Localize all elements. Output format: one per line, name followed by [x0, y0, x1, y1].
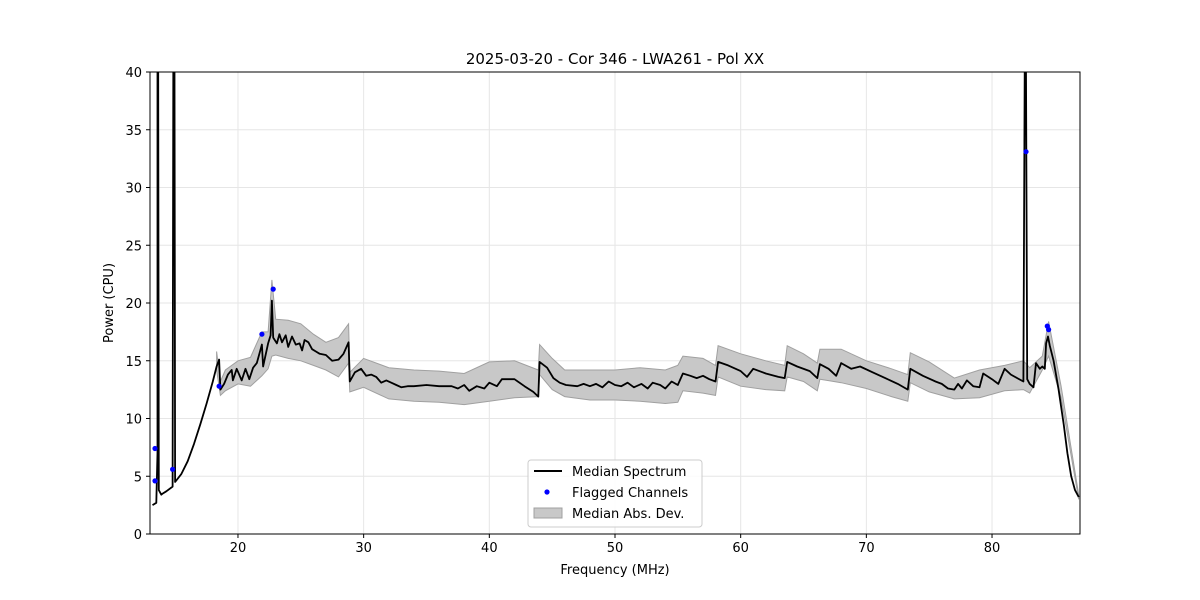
y-tick-label: 25	[125, 239, 142, 254]
x-tick-label: 60	[732, 541, 749, 556]
flagged-point	[216, 383, 222, 389]
y-tick-label: 35	[125, 124, 142, 139]
flagged-point	[270, 286, 276, 292]
flagged-point	[152, 445, 158, 452]
x-tick-label: 30	[355, 541, 372, 556]
median-spectrum-path	[152, 72, 1080, 506]
legend: Median Spectrum Flagged Channels Median …	[527, 459, 703, 528]
y-axis-label: Power (CPU)	[102, 263, 117, 343]
chart-title: 2025-03-20 - Cor 346 - LWA261 - Pol XX	[466, 50, 764, 68]
legend-box	[527, 459, 703, 528]
legend-dot-swatch	[544, 489, 550, 495]
flagged-point	[170, 466, 176, 472]
y-tick-label: 40	[125, 66, 142, 81]
median-spectrum-line	[152, 72, 1080, 506]
x-tick-label: 20	[230, 541, 247, 556]
x-axis-label: Frequency (MHz)	[560, 563, 669, 578]
x-tick-label: 70	[858, 541, 875, 556]
legend-label-median: Median Spectrum	[572, 465, 686, 480]
flagged-channels	[152, 149, 1052, 484]
y-tick-label: 5	[134, 470, 142, 485]
mad-band	[216, 279, 1080, 500]
flagged-point	[152, 478, 158, 484]
y-tick-label: 10	[125, 413, 142, 428]
flagged-point	[1023, 149, 1029, 155]
mad-band-area	[216, 279, 1080, 500]
flagged-point	[1046, 327, 1052, 333]
x-axis-ticks: 20 30 40 50 60 70 80	[230, 534, 1001, 556]
y-tick-label: 0	[134, 528, 142, 543]
y-tick-label: 20	[125, 297, 142, 312]
x-tick-label: 50	[607, 541, 624, 556]
y-tick-label: 15	[125, 355, 142, 370]
x-tick-label: 40	[481, 541, 498, 556]
flagged-point	[259, 331, 265, 337]
legend-label-mad: Median Abs. Dev.	[572, 507, 684, 522]
legend-band-swatch	[533, 507, 563, 519]
x-tick-label: 80	[984, 541, 1001, 556]
legend-label-flagged: Flagged Channels	[572, 486, 688, 501]
y-axis-ticks: 0 5 10 15 20 25 30 35 40	[125, 66, 150, 543]
y-tick-label: 30	[125, 182, 142, 197]
